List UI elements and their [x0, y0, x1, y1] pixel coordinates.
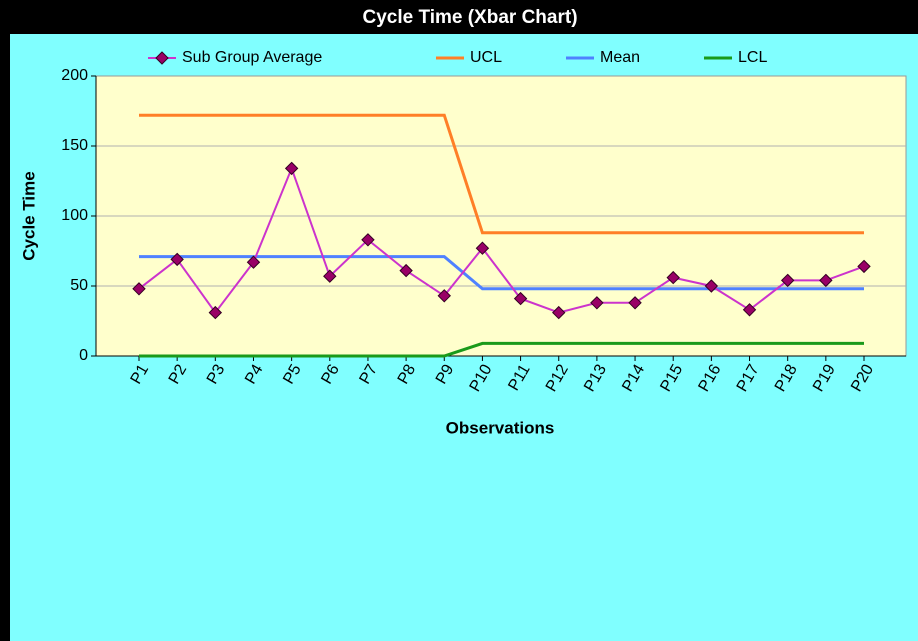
marker: [857, 259, 871, 274]
marker: [284, 161, 299, 176]
marker: [819, 273, 833, 288]
legend-label: Sub Group Average: [182, 49, 322, 66]
legend-label: UCL: [470, 49, 502, 66]
y-tick-label: 100: [61, 207, 88, 224]
marker: [246, 255, 261, 269]
marker: [742, 303, 757, 317]
legend-label: Mean: [600, 49, 640, 66]
marker: [590, 296, 604, 310]
marker: [437, 289, 451, 303]
y-axis-title: Cycle Time: [19, 171, 38, 260]
series-line: [138, 165, 865, 315]
series-line: [139, 255, 864, 291]
x-axis-title: Observations: [446, 418, 555, 437]
chart-title: Cycle Time (Xbar Chart): [362, 7, 577, 28]
legend-marker: [155, 51, 169, 65]
left-border: [0, 0, 10, 641]
y-tick-label: 150: [61, 137, 88, 154]
marker: [361, 233, 375, 247]
marker: [323, 269, 337, 283]
title-bar: [0, 0, 918, 34]
marker: [513, 291, 528, 306]
marker: [704, 279, 719, 293]
y-tick-label: 50: [70, 277, 88, 294]
series-line: [139, 113, 864, 235]
marker: [666, 270, 680, 285]
y-tick-label: 0: [79, 347, 88, 364]
y-tick-label: 200: [61, 67, 88, 84]
marker: [780, 273, 795, 288]
legend-label: LCL: [738, 49, 767, 66]
marker: [628, 296, 642, 310]
marker: [170, 252, 184, 267]
marker: [552, 305, 566, 320]
marker: [208, 305, 223, 320]
marker: [399, 263, 413, 278]
marker: [475, 241, 490, 255]
marker: [132, 282, 146, 296]
series-line: [139, 341, 864, 358]
